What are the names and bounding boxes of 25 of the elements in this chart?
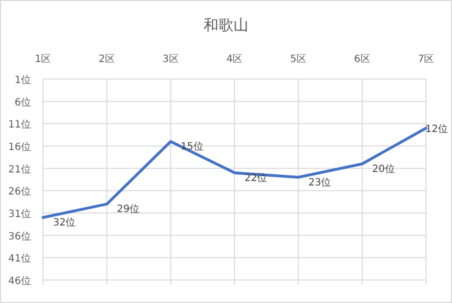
x-tick-label: 5区 bbox=[290, 54, 307, 65]
x-tick-label: 2区 bbox=[98, 54, 116, 65]
data-label: 29位 bbox=[116, 203, 140, 216]
y-tick-label: 11位 bbox=[8, 118, 31, 131]
y-tick-label: 1位 bbox=[14, 74, 31, 86]
line-series bbox=[42, 126, 428, 219]
x-tick-label: 7区 bbox=[418, 54, 434, 65]
y-tick-label: 31位 bbox=[8, 208, 31, 220]
x-tick-label: 3区 bbox=[162, 54, 179, 65]
y-tick-label: 36位 bbox=[8, 230, 31, 242]
y-tick-label: 16位 bbox=[8, 141, 31, 153]
y-tick-label: 21位 bbox=[8, 163, 31, 176]
y-tick-label: 41位 bbox=[8, 252, 31, 265]
y-tick-label: 46位 bbox=[8, 275, 31, 287]
data-label: 22位 bbox=[244, 172, 268, 184]
chart-title: 和歌山 bbox=[204, 16, 248, 34]
data-label: 12位 bbox=[425, 123, 448, 136]
data-label: 20位 bbox=[372, 162, 395, 175]
y-tick-label: 26位 bbox=[8, 186, 31, 198]
y-tick-label: 6位 bbox=[14, 96, 31, 108]
data-label: 32位 bbox=[53, 216, 76, 228]
x-tick-label: 1区 bbox=[34, 54, 52, 65]
data-label: 23位 bbox=[308, 176, 332, 188]
x-tick-label: 4区 bbox=[226, 54, 243, 65]
x-tick-label: 6区 bbox=[354, 54, 370, 65]
